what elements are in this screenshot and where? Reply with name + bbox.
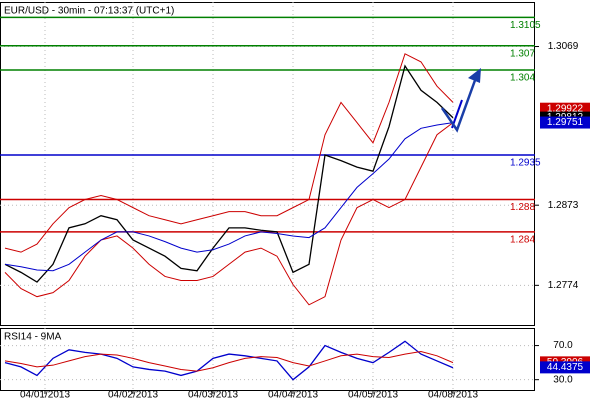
y-tick-label: 70.0	[553, 340, 573, 351]
x-tick-label: 04/01/2013	[20, 390, 70, 400]
panel-title: EUR/USD - 30min - 07:13:37 (UTC+1)	[4, 6, 174, 17]
level-label: 1.2935	[510, 158, 541, 169]
value-box-label: 44.4375	[547, 362, 584, 373]
x-tick-label: 04/03/2013	[188, 390, 238, 400]
panel-frame	[0, 328, 535, 391]
x-tick-label: 04/02/2013	[108, 390, 158, 400]
value-box	[540, 361, 590, 374]
value-box-label: 1.29922	[547, 103, 584, 114]
panel-title: RSI14 - 9MA	[4, 332, 62, 343]
value-box	[540, 116, 590, 129]
value-box-label: 1.29751	[547, 117, 584, 128]
x-tick-label: 04/08/2013	[428, 390, 478, 400]
x-tick-label: 04/05/2013	[348, 390, 398, 400]
series-line	[4, 340, 454, 381]
series-line	[4, 351, 454, 372]
series-line	[4, 53, 454, 253]
series-line	[4, 122, 454, 272]
panel-frame	[0, 2, 535, 326]
series-line	[4, 122, 454, 306]
level-label: 1.3105	[510, 20, 541, 31]
x-tick-label: 04/04/2013	[268, 390, 318, 400]
forecast-arrow	[440, 71, 480, 133]
arrow-head	[468, 68, 481, 83]
level-label: 1.288	[510, 202, 535, 213]
y-tick-label: 1.3069	[548, 41, 579, 52]
y-tick-label: 1.2873	[548, 200, 579, 211]
y-tick-label: 30.0	[553, 374, 573, 385]
level-label: 1.284	[510, 235, 535, 246]
level-label: 1.304	[510, 73, 535, 84]
level-label: 1.307	[510, 48, 535, 59]
series-line	[4, 64, 454, 283]
y-tick-label: 1.2774	[548, 280, 579, 291]
